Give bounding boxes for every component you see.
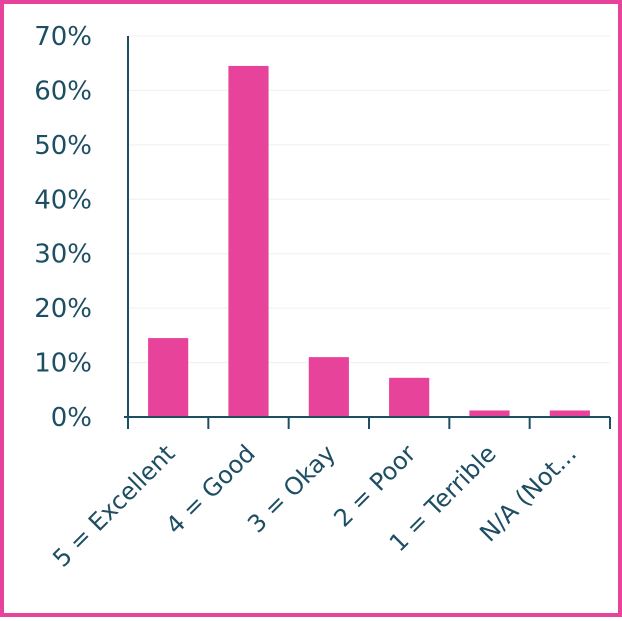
y-tick-label: 0% [51,403,92,433]
y-tick-labels: 0% 10% 20% 30% 40% 50% 60% 70% [34,22,92,433]
bars [148,65,590,417]
y-tick-label: 60% [34,76,92,106]
bar [389,377,430,417]
bar [148,338,189,417]
x-tick-label: 3 = Okay [242,439,341,538]
bar [549,410,590,417]
y-tick-label: 30% [34,240,92,270]
bar [469,410,510,417]
axes [124,36,611,429]
y-tick-label: 70% [34,22,92,52]
bar [308,357,349,417]
gridlines [128,35,610,364]
y-tick-label: 20% [34,294,92,324]
x-tick-label: 5 = Excellent [47,439,180,572]
bar [228,65,269,417]
y-tick-label: 10% [34,349,92,379]
y-tick-label: 40% [34,185,92,215]
y-tick-label: 50% [34,131,92,161]
